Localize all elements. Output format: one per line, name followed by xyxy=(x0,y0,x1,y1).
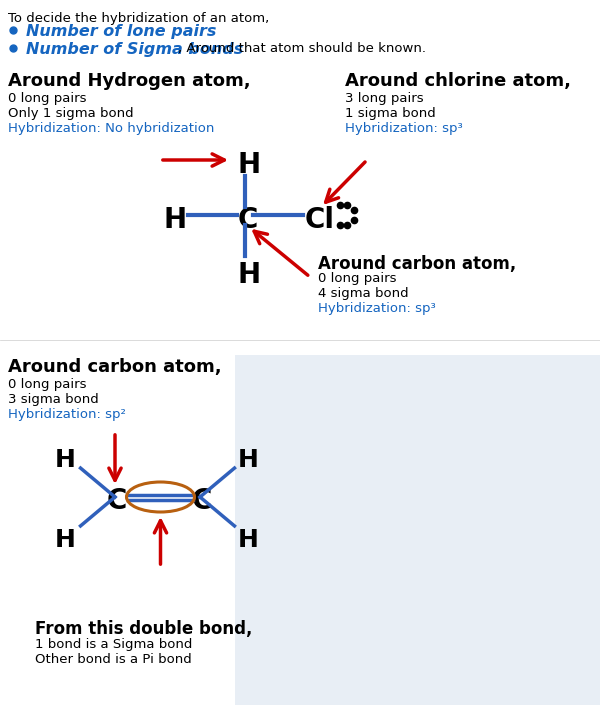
Text: Hybridization: sp²: Hybridization: sp² xyxy=(8,408,126,421)
Text: H: H xyxy=(55,448,76,472)
Text: 0 long pairs: 0 long pairs xyxy=(8,92,86,105)
Bar xyxy=(235,355,600,705)
Text: Hybridization: sp³: Hybridization: sp³ xyxy=(345,122,463,135)
Text: From this double bond,: From this double bond, xyxy=(35,620,253,638)
Text: Hybridization: No hybridization: Hybridization: No hybridization xyxy=(8,122,214,135)
Text: H: H xyxy=(238,151,261,179)
Text: C: C xyxy=(238,206,259,234)
Text: To decide the hybridization of an atom,: To decide the hybridization of an atom, xyxy=(8,12,269,25)
Text: Around carbon atom,: Around carbon atom, xyxy=(8,358,221,376)
Text: 4 sigma bond: 4 sigma bond xyxy=(318,287,409,300)
Text: H: H xyxy=(238,261,261,289)
Text: C: C xyxy=(107,487,127,515)
Text: Number of Sigma bonds: Number of Sigma bonds xyxy=(26,42,243,57)
Text: Hybridization: sp³: Hybridization: sp³ xyxy=(318,302,436,315)
Text: C: C xyxy=(192,487,212,515)
Text: H: H xyxy=(55,528,76,552)
Text: Around chlorine atom,: Around chlorine atom, xyxy=(345,72,571,90)
Text: 0 long pairs: 0 long pairs xyxy=(8,378,86,391)
Text: 1 sigma bond: 1 sigma bond xyxy=(345,107,436,120)
Text: H: H xyxy=(238,448,259,472)
Text: Around carbon atom,: Around carbon atom, xyxy=(318,255,516,273)
Text: H: H xyxy=(163,206,186,234)
Text: 1 bond is a Sigma bond: 1 bond is a Sigma bond xyxy=(35,638,193,651)
Text: Other bond is a Pi bond: Other bond is a Pi bond xyxy=(35,653,192,666)
Text: Around Hydrogen atom,: Around Hydrogen atom, xyxy=(8,72,251,90)
Text: Cl: Cl xyxy=(305,206,335,234)
Text: Only 1 sigma bond: Only 1 sigma bond xyxy=(8,107,134,120)
Text: 0 long pairs: 0 long pairs xyxy=(318,272,397,285)
Text: , Around that atom should be known.: , Around that atom should be known. xyxy=(178,42,426,55)
Text: H: H xyxy=(238,528,259,552)
Text: Number of lone pairs: Number of lone pairs xyxy=(26,24,217,39)
Text: 3 sigma bond: 3 sigma bond xyxy=(8,393,99,406)
Text: 3 long pairs: 3 long pairs xyxy=(345,92,424,105)
